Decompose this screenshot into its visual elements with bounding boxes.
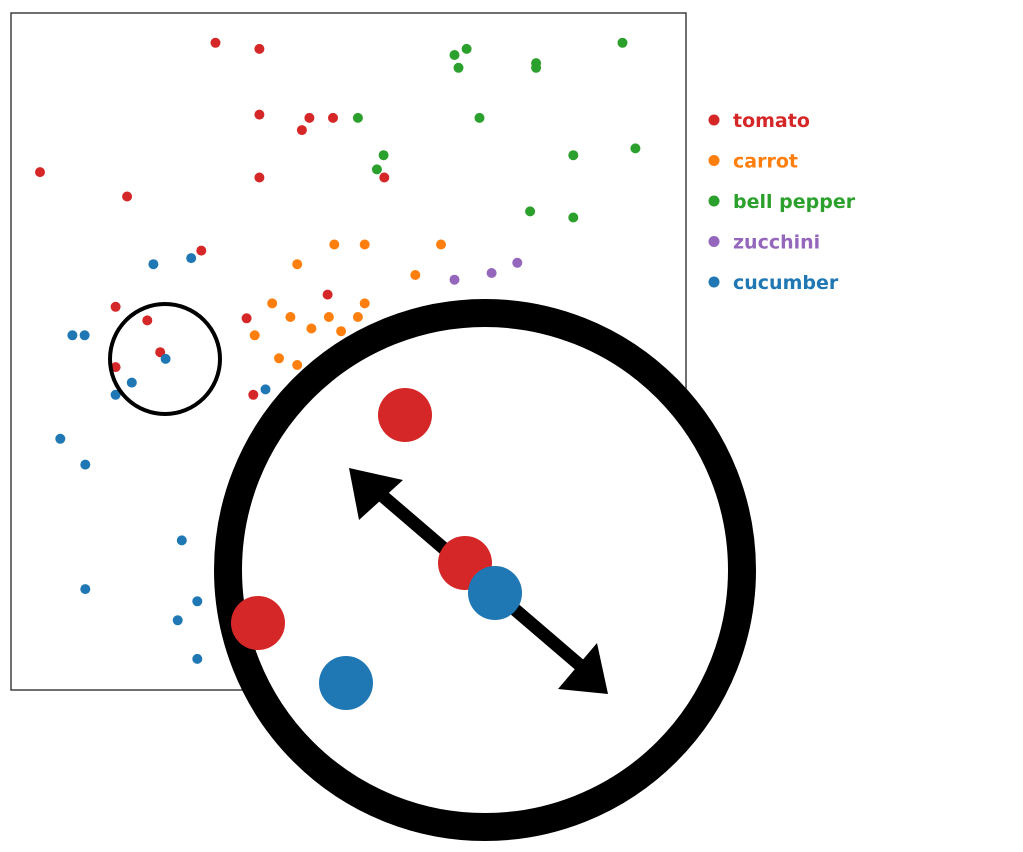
data-point — [186, 253, 197, 264]
data-point — [210, 37, 221, 48]
data-point — [122, 191, 133, 202]
arrow-head-down-right — [558, 643, 608, 694]
data-point — [80, 584, 91, 595]
data-point — [148, 259, 159, 270]
magnified-tomato-point — [231, 596, 285, 650]
data-point — [336, 326, 347, 337]
data-point — [630, 143, 641, 154]
data-point — [196, 245, 207, 256]
zoom-source-ring — [108, 302, 222, 416]
data-point — [67, 330, 78, 341]
data-point — [176, 535, 187, 546]
magnified-cucumber-point — [319, 656, 373, 710]
data-point — [525, 206, 536, 217]
legend-label: tomato — [733, 110, 810, 132]
data-point — [329, 239, 340, 250]
data-point — [254, 172, 265, 183]
legend-marker — [708, 276, 720, 288]
data-point — [249, 330, 260, 341]
legend-label: carrot — [733, 151, 798, 173]
data-point — [172, 615, 183, 626]
data-points-layer — [35, 37, 641, 664]
data-point — [617, 37, 628, 48]
magnified-cucumber-point — [468, 566, 522, 620]
series-carrot — [249, 239, 446, 370]
data-point — [352, 312, 363, 322]
series-zucchini — [449, 257, 523, 285]
data-point — [241, 313, 252, 324]
data-point — [79, 330, 90, 341]
data-point — [248, 389, 259, 400]
legend-marker — [708, 195, 720, 207]
legend-marker — [708, 236, 720, 247]
legend-marker — [708, 155, 720, 166]
arrow-head-up-left — [349, 468, 403, 520]
series-bell-pepper — [352, 37, 641, 223]
data-point — [512, 257, 523, 268]
data-point — [359, 239, 370, 250]
data-point — [35, 167, 45, 178]
data-point — [379, 172, 390, 183]
legend: tomato carrot bell pepper zucchini cucumber — [708, 110, 856, 294]
data-point — [285, 312, 296, 322]
data-point — [110, 389, 121, 400]
series-tomato — [35, 37, 390, 400]
data-point — [568, 212, 579, 223]
magnifier-callout — [108, 299, 756, 841]
data-point — [267, 298, 278, 309]
data-point — [254, 43, 265, 54]
data-point — [378, 150, 389, 161]
data-point — [474, 112, 485, 123]
data-point — [449, 50, 460, 60]
legend-label: bell pepper — [733, 191, 856, 213]
data-point — [453, 62, 464, 73]
data-point — [192, 596, 203, 607]
data-point — [322, 289, 333, 300]
data-point — [449, 274, 460, 285]
data-point — [304, 112, 315, 123]
data-point — [192, 653, 203, 664]
data-point — [155, 347, 166, 358]
data-point — [359, 298, 370, 309]
data-point — [126, 377, 137, 388]
legend-label: zucchini — [733, 232, 820, 254]
data-point — [323, 312, 334, 322]
magnified-tomato-point — [378, 388, 432, 442]
data-point — [292, 259, 303, 270]
legend-marker — [708, 114, 720, 126]
data-point — [110, 301, 121, 312]
data-point — [410, 270, 421, 280]
data-point — [486, 268, 497, 278]
data-point — [142, 315, 153, 326]
data-point — [461, 43, 472, 54]
data-point — [160, 353, 171, 364]
data-point — [296, 125, 307, 136]
data-point — [328, 112, 338, 123]
data-point — [436, 239, 446, 250]
data-point — [254, 109, 265, 120]
data-point — [55, 433, 66, 444]
data-point — [352, 112, 363, 123]
series-cucumber — [55, 253, 271, 664]
legend-label: cucumber — [733, 272, 839, 294]
data-point — [292, 360, 303, 370]
data-point — [371, 164, 382, 175]
data-point — [568, 150, 579, 161]
data-point — [531, 62, 542, 73]
data-point — [80, 459, 91, 470]
data-point — [306, 323, 317, 334]
data-point — [110, 362, 121, 373]
data-point — [274, 353, 284, 364]
data-point — [260, 384, 271, 395]
